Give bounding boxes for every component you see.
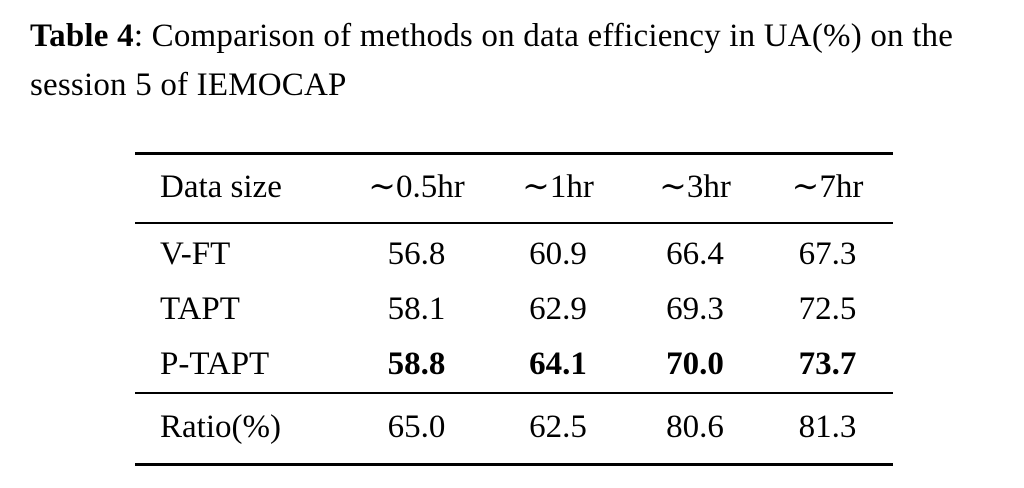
cell-ptapt-7hr: 73.7 <box>798 346 857 382</box>
cell-ptapt-3hr: 70.0 <box>666 346 724 382</box>
cell-tapt-1hr: 62.9 <box>529 291 587 327</box>
table-body: V-FT 56.8 60.9 66.4 67.3 TAPT 58.1 62.9 … <box>135 223 893 393</box>
table-row-tapt: TAPT 58.1 62.9 69.3 72.5 <box>135 282 893 337</box>
table-footer: Ratio(%) 65.0 62.5 80.6 81.3 <box>135 393 893 465</box>
cell-vft-3hr: 66.4 <box>666 236 724 272</box>
cell-vft-0-5hr: 56.8 <box>387 236 446 272</box>
cell-ratio-7hr: 81.3 <box>798 409 857 445</box>
row-label-vft: V-FT <box>160 236 231 272</box>
row-label-ptapt: P-TAPT <box>160 346 270 382</box>
column-header-1hr: ∼1hr <box>522 169 594 205</box>
table-row-ratio: Ratio(%) 65.0 62.5 80.6 81.3 <box>135 393 893 465</box>
column-header-7hr: ∼7hr <box>791 169 864 205</box>
data-efficiency-table: Data size ∼0.5hr ∼1hr ∼3hr ∼7hr V-FT 56.… <box>135 152 893 466</box>
cell-ptapt-1hr: 64.1 <box>529 346 587 382</box>
cell-tapt-7hr: 72.5 <box>798 291 857 327</box>
cell-ratio-0-5hr: 65.0 <box>387 409 446 445</box>
table-row-vft: V-FT 56.8 60.9 66.4 67.3 <box>135 223 893 282</box>
table-caption-label: Table 4 <box>30 18 134 54</box>
cell-tapt-3hr: 69.3 <box>666 291 724 327</box>
table-caption-text: : Comparison of methods on data efficien… <box>30 18 954 103</box>
cell-ptapt-0-5hr: 58.8 <box>387 346 446 382</box>
row-label-ratio: Ratio(%) <box>160 409 281 445</box>
table-header-row: Data size ∼0.5hr ∼1hr ∼3hr ∼7hr <box>135 153 893 223</box>
cell-ratio-1hr: 62.5 <box>529 409 587 445</box>
column-header-3hr: ∼3hr <box>659 169 731 205</box>
column-header-0-5hr: ∼0.5hr <box>368 169 465 205</box>
row-label-tapt: TAPT <box>160 291 240 327</box>
cell-ratio-3hr: 80.6 <box>666 409 724 445</box>
cell-tapt-0-5hr: 58.1 <box>387 291 446 327</box>
cell-vft-7hr: 67.3 <box>798 236 857 272</box>
cell-vft-1hr: 60.9 <box>529 236 587 272</box>
table-row-ptapt: P-TAPT 58.8 64.1 70.0 73.7 <box>135 337 893 393</box>
column-header-data-size: Data size <box>160 169 282 205</box>
table-caption: Table 4: Comparison of methods on data e… <box>30 12 1008 110</box>
